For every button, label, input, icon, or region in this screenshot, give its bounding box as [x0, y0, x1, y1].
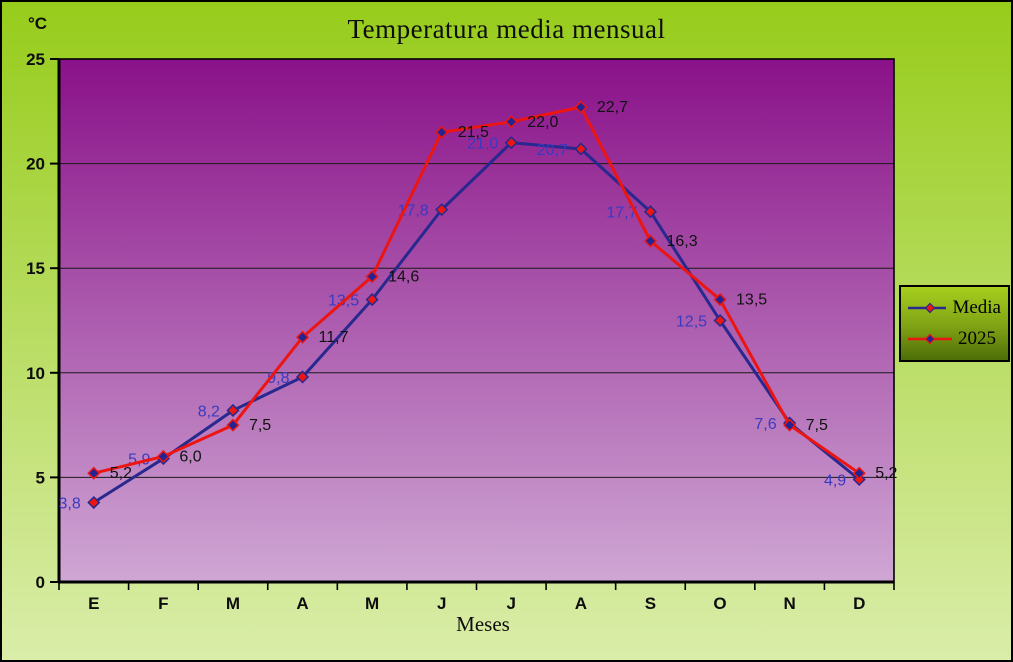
- data-point-marker: [852, 466, 866, 480]
- legend-marker-icon: [908, 333, 952, 345]
- data-label: 22,0: [527, 114, 558, 131]
- y-tick-label: 5: [36, 468, 45, 487]
- x-tick-label: O: [713, 594, 726, 613]
- legend-item-media: Media: [908, 297, 1001, 319]
- x-tick-label: M: [226, 594, 240, 613]
- x-tick-label: A: [296, 594, 308, 613]
- x-tick-label: S: [645, 594, 656, 613]
- data-point-marker: [226, 418, 240, 432]
- data-label: 11,7: [319, 329, 349, 346]
- y-tick-label: 10: [26, 364, 45, 383]
- data-point-marker: [504, 136, 518, 150]
- data-point-marker: [643, 205, 658, 219]
- legend-item-2025: 2025: [908, 328, 1001, 350]
- x-tick-label: D: [853, 594, 865, 613]
- data-label: 8,2: [198, 403, 220, 420]
- y-tick-label: 15: [26, 259, 45, 278]
- data-point-marker: [365, 270, 379, 284]
- series-line-2025: [93, 105, 861, 475]
- legend-marker-icon: [908, 302, 947, 314]
- data-label: 5,2: [110, 465, 132, 482]
- data-point-marker: [156, 449, 170, 464]
- x-tick-label: N: [783, 594, 795, 613]
- data-label: 22,7: [597, 99, 628, 116]
- x-tick-label: E: [88, 594, 99, 613]
- data-point-marker: [295, 370, 310, 384]
- x-tick-label: M: [365, 594, 379, 613]
- x-tick-label: J: [437, 594, 446, 613]
- data-point-marker: [435, 203, 449, 217]
- y-tick-label: 0: [36, 573, 45, 592]
- data-point-marker: [87, 466, 101, 480]
- x-tick-label: F: [158, 594, 168, 613]
- data-point-marker: [574, 142, 588, 156]
- data-label: 21,0: [467, 136, 498, 153]
- data-label: 6,0: [179, 448, 201, 465]
- y-axis-unit-label: °C: [28, 14, 48, 33]
- data-label: 12,5: [676, 314, 707, 331]
- data-label: 21,5: [458, 124, 489, 141]
- y-tick-label: 25: [26, 50, 45, 69]
- legend-label: 2025: [958, 328, 996, 350]
- x-axis-title: Meses: [456, 612, 510, 636]
- data-label: 13,5: [736, 292, 767, 309]
- data-label: 7,6: [754, 416, 776, 433]
- data-label: 14,6: [388, 269, 419, 286]
- data-point-marker: [643, 234, 658, 248]
- data-point-marker: [295, 330, 310, 344]
- data-label: 16,3: [666, 233, 697, 250]
- data-point-marker: [783, 418, 797, 432]
- data-point-marker: [574, 100, 588, 114]
- data-point-marker: [713, 293, 727, 307]
- data-label: 5,2: [875, 465, 897, 482]
- y-tick-label: 20: [26, 155, 45, 174]
- x-tick-label: J: [507, 594, 516, 613]
- plot-background: [59, 59, 894, 582]
- data-point-marker: [713, 313, 727, 328]
- data-point-marker: [226, 403, 240, 418]
- data-label: 17,7: [606, 205, 637, 222]
- chart-title: Temperatura media mensual: [347, 14, 666, 44]
- data-point-marker: [87, 495, 101, 510]
- series-line-media: [92, 141, 861, 504]
- data-point-marker: [365, 293, 379, 307]
- legend-label: Media: [952, 296, 1001, 318]
- data-label: 20,7: [537, 142, 568, 159]
- data-label: 7,5: [249, 417, 271, 434]
- x-tick-label: A: [575, 594, 587, 613]
- legend: Media 2025: [899, 285, 1010, 362]
- data-point-marker: [435, 125, 449, 139]
- data-label: 3,8: [59, 496, 81, 513]
- data-label: 7,5: [806, 417, 828, 434]
- data-label: 4,9: [824, 472, 846, 489]
- data-point-marker: [504, 115, 518, 129]
